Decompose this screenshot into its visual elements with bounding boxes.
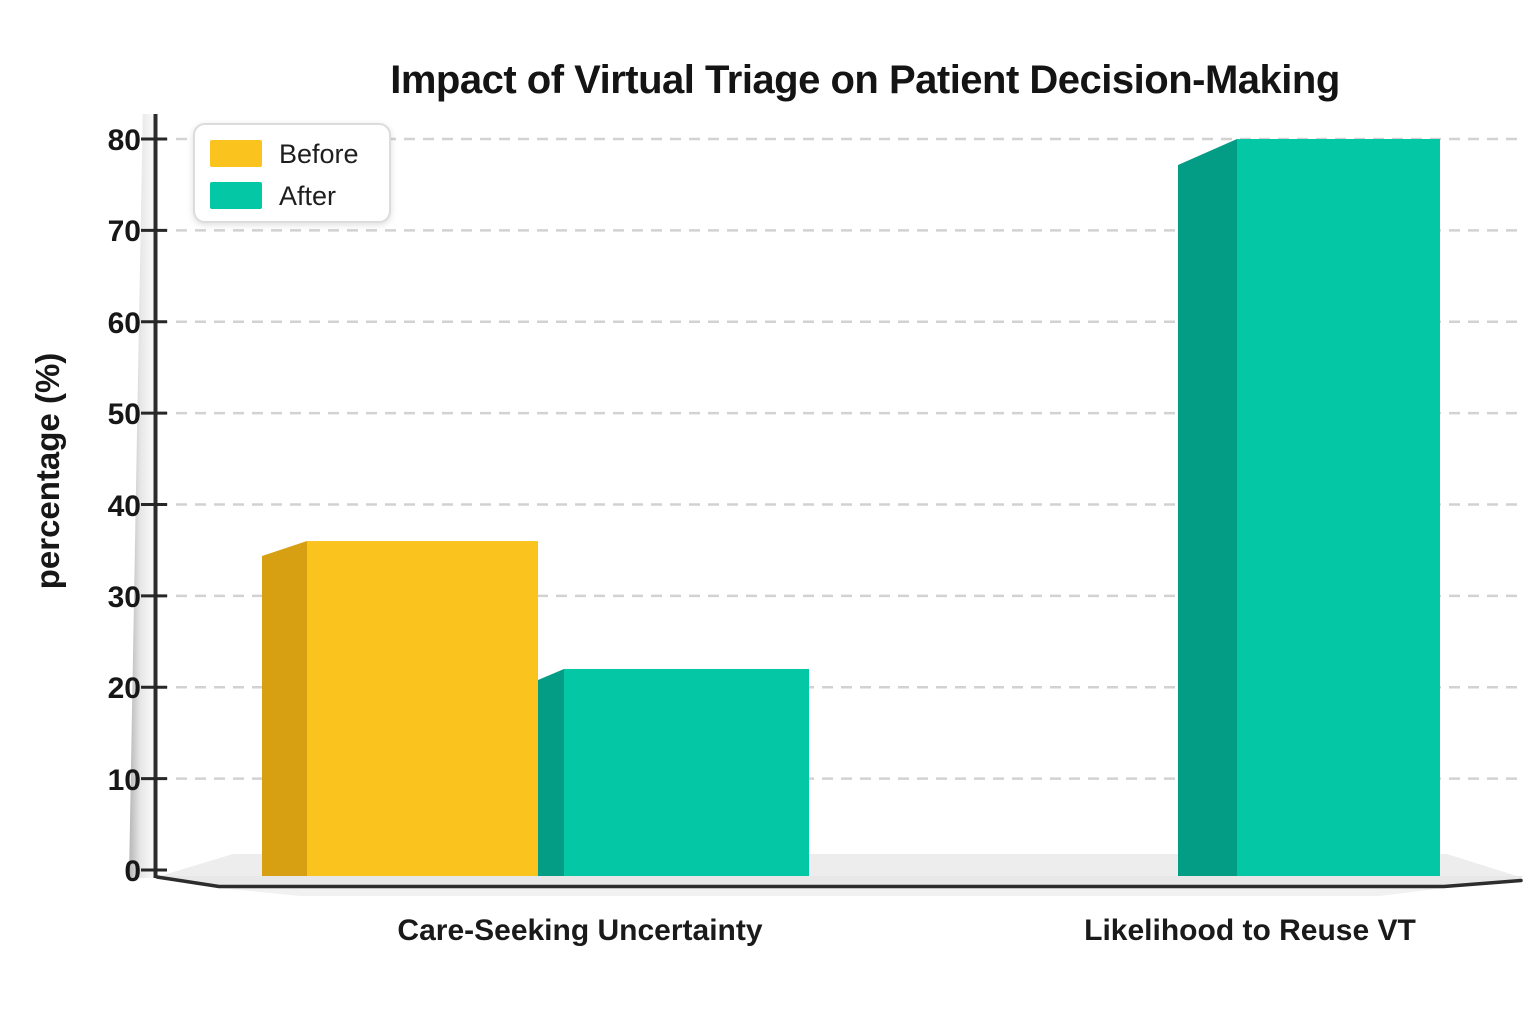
bar-after-likelihood-to-reuse-vt-side-face <box>1178 139 1237 884</box>
floor-front-strip <box>157 876 1523 886</box>
y-tick-label-0: 0 <box>124 855 141 888</box>
category-label-likelihood-to-reuse-vt: Likelihood to Reuse VT <box>1084 914 1416 947</box>
legend-swatch-after <box>210 182 262 209</box>
floor-shadow <box>219 888 1444 896</box>
y-tick-label-70: 70 <box>107 215 141 249</box>
bar-after-care-seeking-uncertainty-side-face <box>538 668 564 884</box>
y-tick-label-40: 40 <box>107 489 141 523</box>
y-tick-label-20: 20 <box>107 672 141 706</box>
legend: Before After <box>193 123 391 223</box>
legend-label-before: Before <box>279 139 359 169</box>
legend-swatch-before <box>210 140 262 167</box>
bar-before-care-seeking-uncertainty-front-face <box>307 541 538 876</box>
y-axis-spine <box>153 114 158 878</box>
y-axis <box>141 114 167 878</box>
bar-before-care-seeking-uncertainty-side-face <box>262 541 307 884</box>
chart-title: Impact of Virtual Triage on Patient Deci… <box>390 58 1340 102</box>
y-tick-label-10: 10 <box>107 763 141 797</box>
y-axis-ticks <box>141 137 167 872</box>
bars <box>262 139 1440 884</box>
bar-after-care-seeking-uncertainty-front-face <box>564 668 809 876</box>
bar-after-likelihood-to-reuse-vt-front-face <box>1237 139 1440 876</box>
y-tick-label-30: 30 <box>107 580 141 614</box>
floor-front <box>155 875 1523 896</box>
bar-after-likelihood-to-reuse-vt <box>1178 139 1440 884</box>
y-tick-label-80: 80 <box>107 124 141 157</box>
bar-after-care-seeking-uncertainty <box>538 668 809 884</box>
legend-label-after: After <box>279 181 337 211</box>
y-tick-label-60: 60 <box>107 306 141 340</box>
bar-before-care-seeking-uncertainty <box>262 541 538 884</box>
floor-edge-line <box>155 875 1523 889</box>
y-tick-label-50: 50 <box>107 398 141 432</box>
category-label-care-seeking-uncertainty: Care-Seeking Uncertainty <box>397 914 763 947</box>
